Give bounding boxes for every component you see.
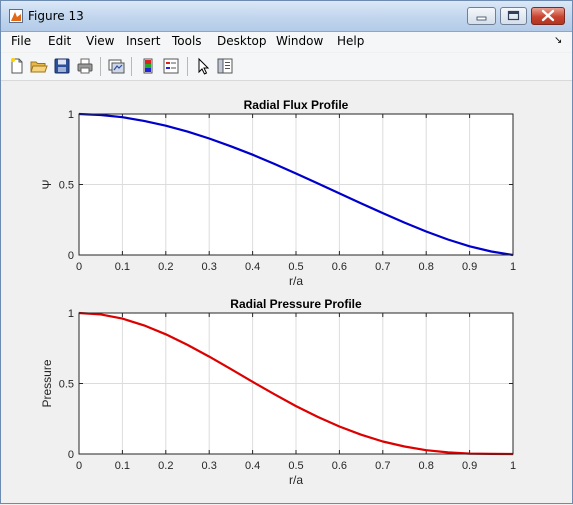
insert-colorbar-icon[interactable] (139, 57, 157, 75)
y-tick-label: 0 (68, 449, 74, 461)
chart-title: Radial Pressure Profile (230, 297, 362, 311)
x-tick-label: 0.6 (332, 460, 347, 472)
maximize-icon (507, 10, 520, 21)
x-tick-label: 1 (510, 261, 516, 273)
x-tick-label: 0.7 (375, 261, 390, 273)
x-tick-label: 0.4 (245, 261, 260, 273)
title-bar[interactable]: Figure 13 (1, 1, 572, 32)
x-tick-label: 0.6 (332, 261, 347, 273)
menu-window[interactable]: Window (276, 34, 324, 48)
close-button[interactable] (531, 7, 565, 25)
chart-title: Radial Flux Profile (244, 98, 349, 112)
toolbar-separator (187, 57, 188, 76)
x-axis-label: r/a (289, 274, 303, 288)
x-tick-label: 0.2 (158, 460, 173, 472)
x-tick-label: 0.2 (158, 261, 173, 273)
axes-box (78, 312, 514, 455)
y-tick-label: 0.5 (59, 180, 74, 192)
x-tick-label: 0.9 (462, 460, 477, 472)
y-tick-label: 1 (68, 308, 74, 320)
menu-dock-arrow-icon[interactable]: ↘ (554, 35, 563, 46)
window-title: Figure 13 (28, 9, 84, 23)
new-figure-icon[interactable] (8, 57, 26, 75)
y-axis-label: Ψ (40, 179, 54, 189)
x-tick-label: 0.7 (375, 460, 390, 472)
menu-bar: File Edit View Insert Tools Desktop Wind… (1, 32, 572, 52)
x-tick-label: 0.9 (462, 261, 477, 273)
menu-desktop[interactable]: Desktop (217, 34, 267, 48)
print-icon[interactable] (76, 57, 94, 75)
x-axis-label: r/a (289, 473, 303, 487)
series-line (78, 112, 514, 257)
minimize-button[interactable] (467, 7, 496, 25)
axes-box (78, 113, 514, 256)
x-tick-label: 0.8 (419, 460, 434, 472)
toolbar-separator (100, 57, 101, 76)
y-tick-label: 1 (68, 109, 74, 121)
x-tick-label: 0.1 (115, 460, 130, 472)
x-tick-label: 0.3 (202, 460, 217, 472)
matlab-figure-icon (9, 9, 23, 23)
x-tick-label: 0 (76, 261, 82, 273)
series-line (78, 311, 514, 456)
figure-toolbar (1, 53, 572, 81)
x-tick-label: 0.8 (419, 261, 434, 273)
y-axis-label: Pressure (40, 359, 54, 407)
y-tick-label: 0 (68, 250, 74, 262)
maximize-button[interactable] (500, 7, 527, 25)
toolbar-separator (131, 57, 132, 76)
minimize-icon (476, 16, 487, 21)
x-tick-label: 0.5 (288, 261, 303, 273)
x-tick-label: 0.4 (245, 460, 260, 472)
insert-legend-icon[interactable] (162, 57, 180, 75)
x-tick-label: 0.1 (115, 261, 130, 273)
x-tick-label: 0.3 (202, 261, 217, 273)
menu-insert[interactable]: Insert (126, 34, 161, 48)
open-file-icon[interactable] (30, 57, 48, 75)
x-tick-label: 0.5 (288, 460, 303, 472)
x-tick-label: 1 (510, 460, 516, 472)
menu-help[interactable]: Help (337, 34, 365, 48)
y-tick-label: 0.5 (59, 379, 74, 391)
property-inspector-icon[interactable] (216, 57, 234, 75)
menu-view[interactable]: View (86, 34, 115, 48)
menu-file[interactable]: File (11, 34, 32, 48)
edit-plot-pointer-icon[interactable] (194, 57, 212, 75)
plots-svg: 0 0.1 0.2 0.3 0.4 0.5 0.6 0.7 0.8 0.9 1 0 0.5 1 Radial… (40, 98, 516, 487)
save-icon[interactable] (53, 57, 71, 75)
menu-edit[interactable]: Edit (48, 34, 72, 48)
x-tick-label: 0 (76, 460, 82, 472)
figure-canvas: 0 0.1 0.2 0.3 0.4 0.5 0.6 0.7 0.8 0.9 1 0 0.5 1 Radial… (1, 81, 572, 501)
close-icon (541, 9, 555, 22)
menu-tools[interactable]: Tools (172, 34, 202, 48)
link-plot-icon[interactable] (107, 57, 125, 75)
